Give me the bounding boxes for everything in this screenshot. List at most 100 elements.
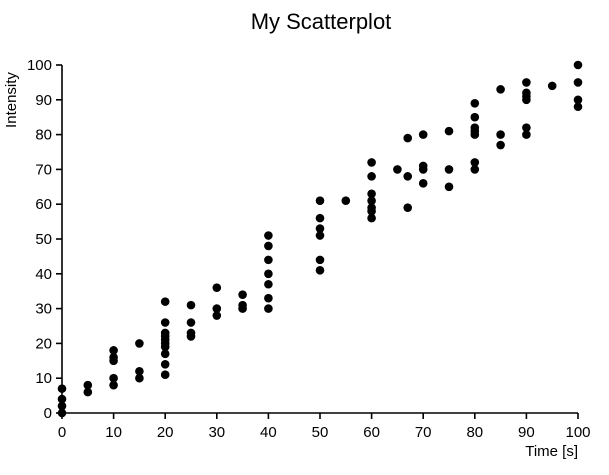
- data-point: [238, 300, 247, 310]
- data-point: [160, 328, 170, 338]
- data-point: [264, 269, 273, 279]
- data-point: [160, 370, 170, 380]
- data-point: [547, 81, 557, 91]
- data-point: [367, 213, 376, 223]
- x-tick-label: 30: [208, 424, 225, 441]
- data-point: [212, 304, 222, 313]
- data-point: [444, 182, 454, 192]
- data-point: [367, 172, 376, 181]
- x-tick-label: 90: [518, 424, 535, 441]
- data-point: [186, 300, 196, 310]
- data-point: [367, 203, 376, 212]
- data-point: [83, 380, 93, 390]
- data-point: [83, 387, 93, 397]
- x-tick-label: 70: [415, 424, 432, 441]
- x-tick-label: 80: [466, 424, 483, 441]
- data-point: [403, 172, 413, 181]
- data-point: [418, 130, 428, 139]
- data-point: [573, 60, 583, 70]
- data-point: [470, 112, 480, 122]
- data-point: [264, 255, 273, 265]
- y-tick-label: 50: [35, 231, 52, 248]
- data-point: [109, 380, 118, 390]
- data-point: [470, 165, 480, 174]
- data-point: [109, 346, 118, 355]
- data-point: [573, 78, 583, 87]
- data-point: [418, 179, 428, 188]
- data-point: [444, 165, 454, 174]
- data-point: [470, 98, 480, 108]
- data-point: [403, 203, 413, 212]
- y-axis-label: Intensity: [3, 72, 20, 128]
- data-point: [522, 123, 531, 132]
- data-point: [341, 196, 351, 206]
- x-tick-label: 100: [565, 424, 590, 441]
- data-point: [393, 165, 402, 174]
- data-point: [496, 130, 505, 139]
- y-tick-label: 60: [35, 196, 52, 213]
- ticks: 0 10 20 30 40 50 60 70 80 90 100 0 10 20 30 40 50 60 70 80 9…: [27, 57, 591, 441]
- data-point: [470, 123, 480, 132]
- x-tick-label: 0: [58, 424, 66, 441]
- data-point: [57, 408, 67, 418]
- data-point: [367, 158, 376, 167]
- y-tick-label: 100: [27, 57, 52, 74]
- data-point: [212, 283, 222, 293]
- data-point: [135, 373, 144, 383]
- x-tick-label: 10: [105, 424, 122, 441]
- data-point: [109, 353, 118, 362]
- data-point: [315, 231, 325, 240]
- data-points: [57, 60, 583, 418]
- data-point: [186, 318, 196, 327]
- y-tick-label: 80: [35, 127, 52, 144]
- data-point: [418, 161, 428, 171]
- data-point: [470, 158, 480, 167]
- data-point: [315, 213, 325, 223]
- data-point: [264, 279, 273, 289]
- data-point: [109, 373, 118, 383]
- data-point: [160, 297, 170, 306]
- data-point: [573, 95, 583, 105]
- data-point: [57, 394, 67, 404]
- data-point: [522, 78, 531, 87]
- data-point: [212, 311, 222, 320]
- chart-title: My Scatterplot: [251, 9, 392, 34]
- data-point: [160, 318, 170, 327]
- data-point: [315, 255, 325, 265]
- data-point: [496, 140, 505, 150]
- data-point: [264, 304, 273, 313]
- data-point: [135, 366, 144, 376]
- data-point: [367, 189, 376, 199]
- y-tick-label: 10: [35, 370, 52, 387]
- data-point: [315, 224, 325, 233]
- data-point: [573, 102, 583, 112]
- data-point: [315, 196, 325, 206]
- x-axis-label: Time [s]: [525, 443, 578, 460]
- y-tick-label: 30: [35, 301, 52, 318]
- data-point: [444, 126, 454, 136]
- x-tick-label: 50: [312, 424, 329, 441]
- data-point: [57, 401, 67, 411]
- data-point: [522, 130, 531, 139]
- data-point: [160, 359, 170, 369]
- data-point: [522, 88, 531, 98]
- data-point: [264, 231, 273, 240]
- x-tick-label: 40: [260, 424, 277, 441]
- data-point: [496, 85, 505, 94]
- y-tick-label: 0: [44, 405, 52, 422]
- x-tick-label: 20: [157, 424, 174, 441]
- x-tick-label: 60: [363, 424, 380, 441]
- data-point: [57, 384, 67, 393]
- data-point: [186, 328, 196, 338]
- data-point: [367, 196, 376, 206]
- y-tick-label: 20: [35, 335, 52, 352]
- data-point: [315, 266, 325, 275]
- data-point: [160, 349, 170, 359]
- data-point: [264, 293, 273, 303]
- data-point: [135, 339, 144, 348]
- data-point: [238, 290, 247, 299]
- y-tick-label: 70: [35, 161, 52, 178]
- data-point: [264, 241, 273, 251]
